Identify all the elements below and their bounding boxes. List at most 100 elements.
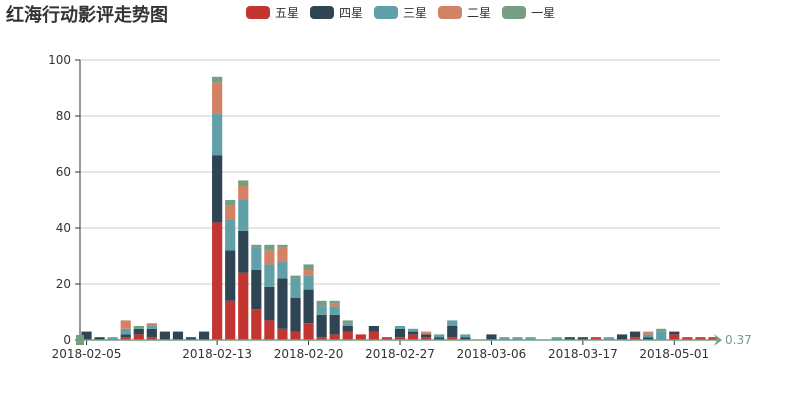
bar-three-star — [512, 337, 523, 340]
bar-one-star — [238, 180, 249, 186]
bar-five-star — [355, 334, 366, 340]
bar-two-star — [421, 331, 432, 335]
gridlines — [80, 59, 720, 285]
bar-four-star — [290, 298, 301, 332]
bar-two-star — [120, 320, 131, 329]
bar-two-star — [643, 331, 654, 335]
bar-five-star — [342, 331, 353, 340]
bar-four-star — [368, 326, 379, 332]
bar-four-star — [316, 314, 327, 338]
bar-five-star — [251, 309, 262, 340]
legend-label-three-star: 三星 — [403, 6, 428, 20]
bar-three-star — [120, 328, 131, 335]
bar-one-star — [656, 328, 667, 332]
bar-three-star — [447, 320, 458, 326]
bar-five-star — [316, 337, 327, 340]
y-tick-label: 100 — [48, 53, 71, 67]
bar-five-star — [225, 300, 236, 340]
bar-five-star — [682, 337, 693, 340]
bar-three-star — [277, 261, 288, 279]
bar-three-star — [551, 337, 562, 340]
bar-five-star — [264, 320, 275, 340]
bar-one-star — [133, 326, 144, 329]
x-tick-label: 2018-02-20 — [274, 347, 344, 361]
bar-four-star — [225, 250, 236, 301]
bar-four-star — [159, 331, 170, 340]
bar-one-star — [329, 300, 340, 304]
bar-one-star — [342, 320, 353, 324]
bar-four-star — [564, 337, 575, 340]
bar-five-star — [421, 337, 432, 340]
bar-four-star — [643, 337, 654, 340]
bar-four-star — [198, 331, 210, 340]
legend: 五星 四星 三星 二星 一星 — [246, 4, 566, 21]
legend-label-four-star: 四星 — [339, 6, 364, 20]
bar-three-star — [603, 337, 615, 340]
legend-item-three-star[interactable]: 三星 — [374, 4, 427, 21]
legend-swatch-two-star — [438, 6, 463, 19]
bar-three-star — [316, 306, 327, 315]
bar-four-star — [120, 334, 131, 338]
bar-five-star — [708, 337, 719, 340]
legend-swatch-four-star — [310, 6, 335, 19]
bar-five-star — [381, 337, 393, 340]
data-zoom-slider[interactable]: 0.37 — [76, 333, 752, 347]
bar-three-star — [643, 334, 654, 338]
legend-item-one-star[interactable]: 一星 — [502, 4, 555, 21]
bar-five-star — [146, 337, 157, 340]
bar-one-star — [316, 300, 327, 307]
bar-four-star — [434, 337, 445, 340]
bar-five-star — [447, 337, 458, 340]
bar-three-star — [303, 275, 314, 290]
slider-handle-left[interactable] — [76, 335, 84, 345]
bar-five-star — [303, 323, 314, 340]
bar-two-star — [146, 323, 157, 326]
bar-four-star — [342, 326, 353, 332]
slider-handle-right[interactable] — [714, 334, 722, 346]
bar-three-star — [499, 337, 510, 340]
bar-four-star — [251, 270, 262, 310]
bar-four-star — [238, 230, 249, 273]
bar-five-star — [277, 328, 288, 340]
x-tick-label: 2018-03-06 — [457, 347, 527, 361]
bar-four-star — [329, 314, 340, 335]
legend-item-five-star[interactable]: 五星 — [246, 4, 299, 21]
bar-five-star — [368, 331, 379, 340]
bar-three-star — [394, 326, 406, 329]
bar-two-star — [264, 250, 275, 265]
y-tick-label: 20 — [56, 277, 71, 291]
bar-four-star — [264, 286, 275, 321]
bar-five-star — [407, 334, 419, 340]
x-tick-label: 2018-03-17 — [548, 347, 618, 361]
legend-item-four-star[interactable]: 四星 — [310, 4, 363, 21]
bar-four-star — [447, 326, 458, 338]
bar-one-star — [290, 275, 301, 279]
bar-three-star — [656, 331, 667, 340]
bar-four-star — [460, 337, 471, 340]
bar-five-star — [669, 334, 680, 340]
bar-one-star — [277, 244, 288, 248]
bar-four-star — [185, 337, 197, 340]
bar-four-star — [277, 278, 288, 329]
bar-five-star — [238, 272, 249, 340]
bar-three-star — [212, 113, 223, 156]
bar-three-star — [107, 337, 118, 340]
x-tick-label: 2018-02-27 — [365, 347, 435, 361]
bar-four-star — [212, 155, 223, 223]
bar-two-star — [212, 82, 223, 114]
bar-four-star — [421, 334, 432, 338]
bar-three-star — [225, 219, 236, 251]
bar-three-star — [460, 334, 471, 338]
bar-four-star — [146, 328, 157, 338]
legend-item-two-star[interactable]: 二星 — [438, 4, 491, 21]
bar-one-star — [212, 76, 223, 83]
bar-three-star — [342, 323, 353, 326]
bar-two-star — [277, 247, 288, 262]
y-tick-label: 0 — [63, 333, 71, 347]
legend-swatch-five-star — [246, 6, 270, 19]
bar-five-star — [590, 337, 602, 340]
bar-four-star — [94, 337, 105, 340]
y-tick-label: 80 — [56, 109, 71, 123]
bar-three-star — [407, 328, 419, 332]
bar-one-star — [251, 244, 262, 248]
